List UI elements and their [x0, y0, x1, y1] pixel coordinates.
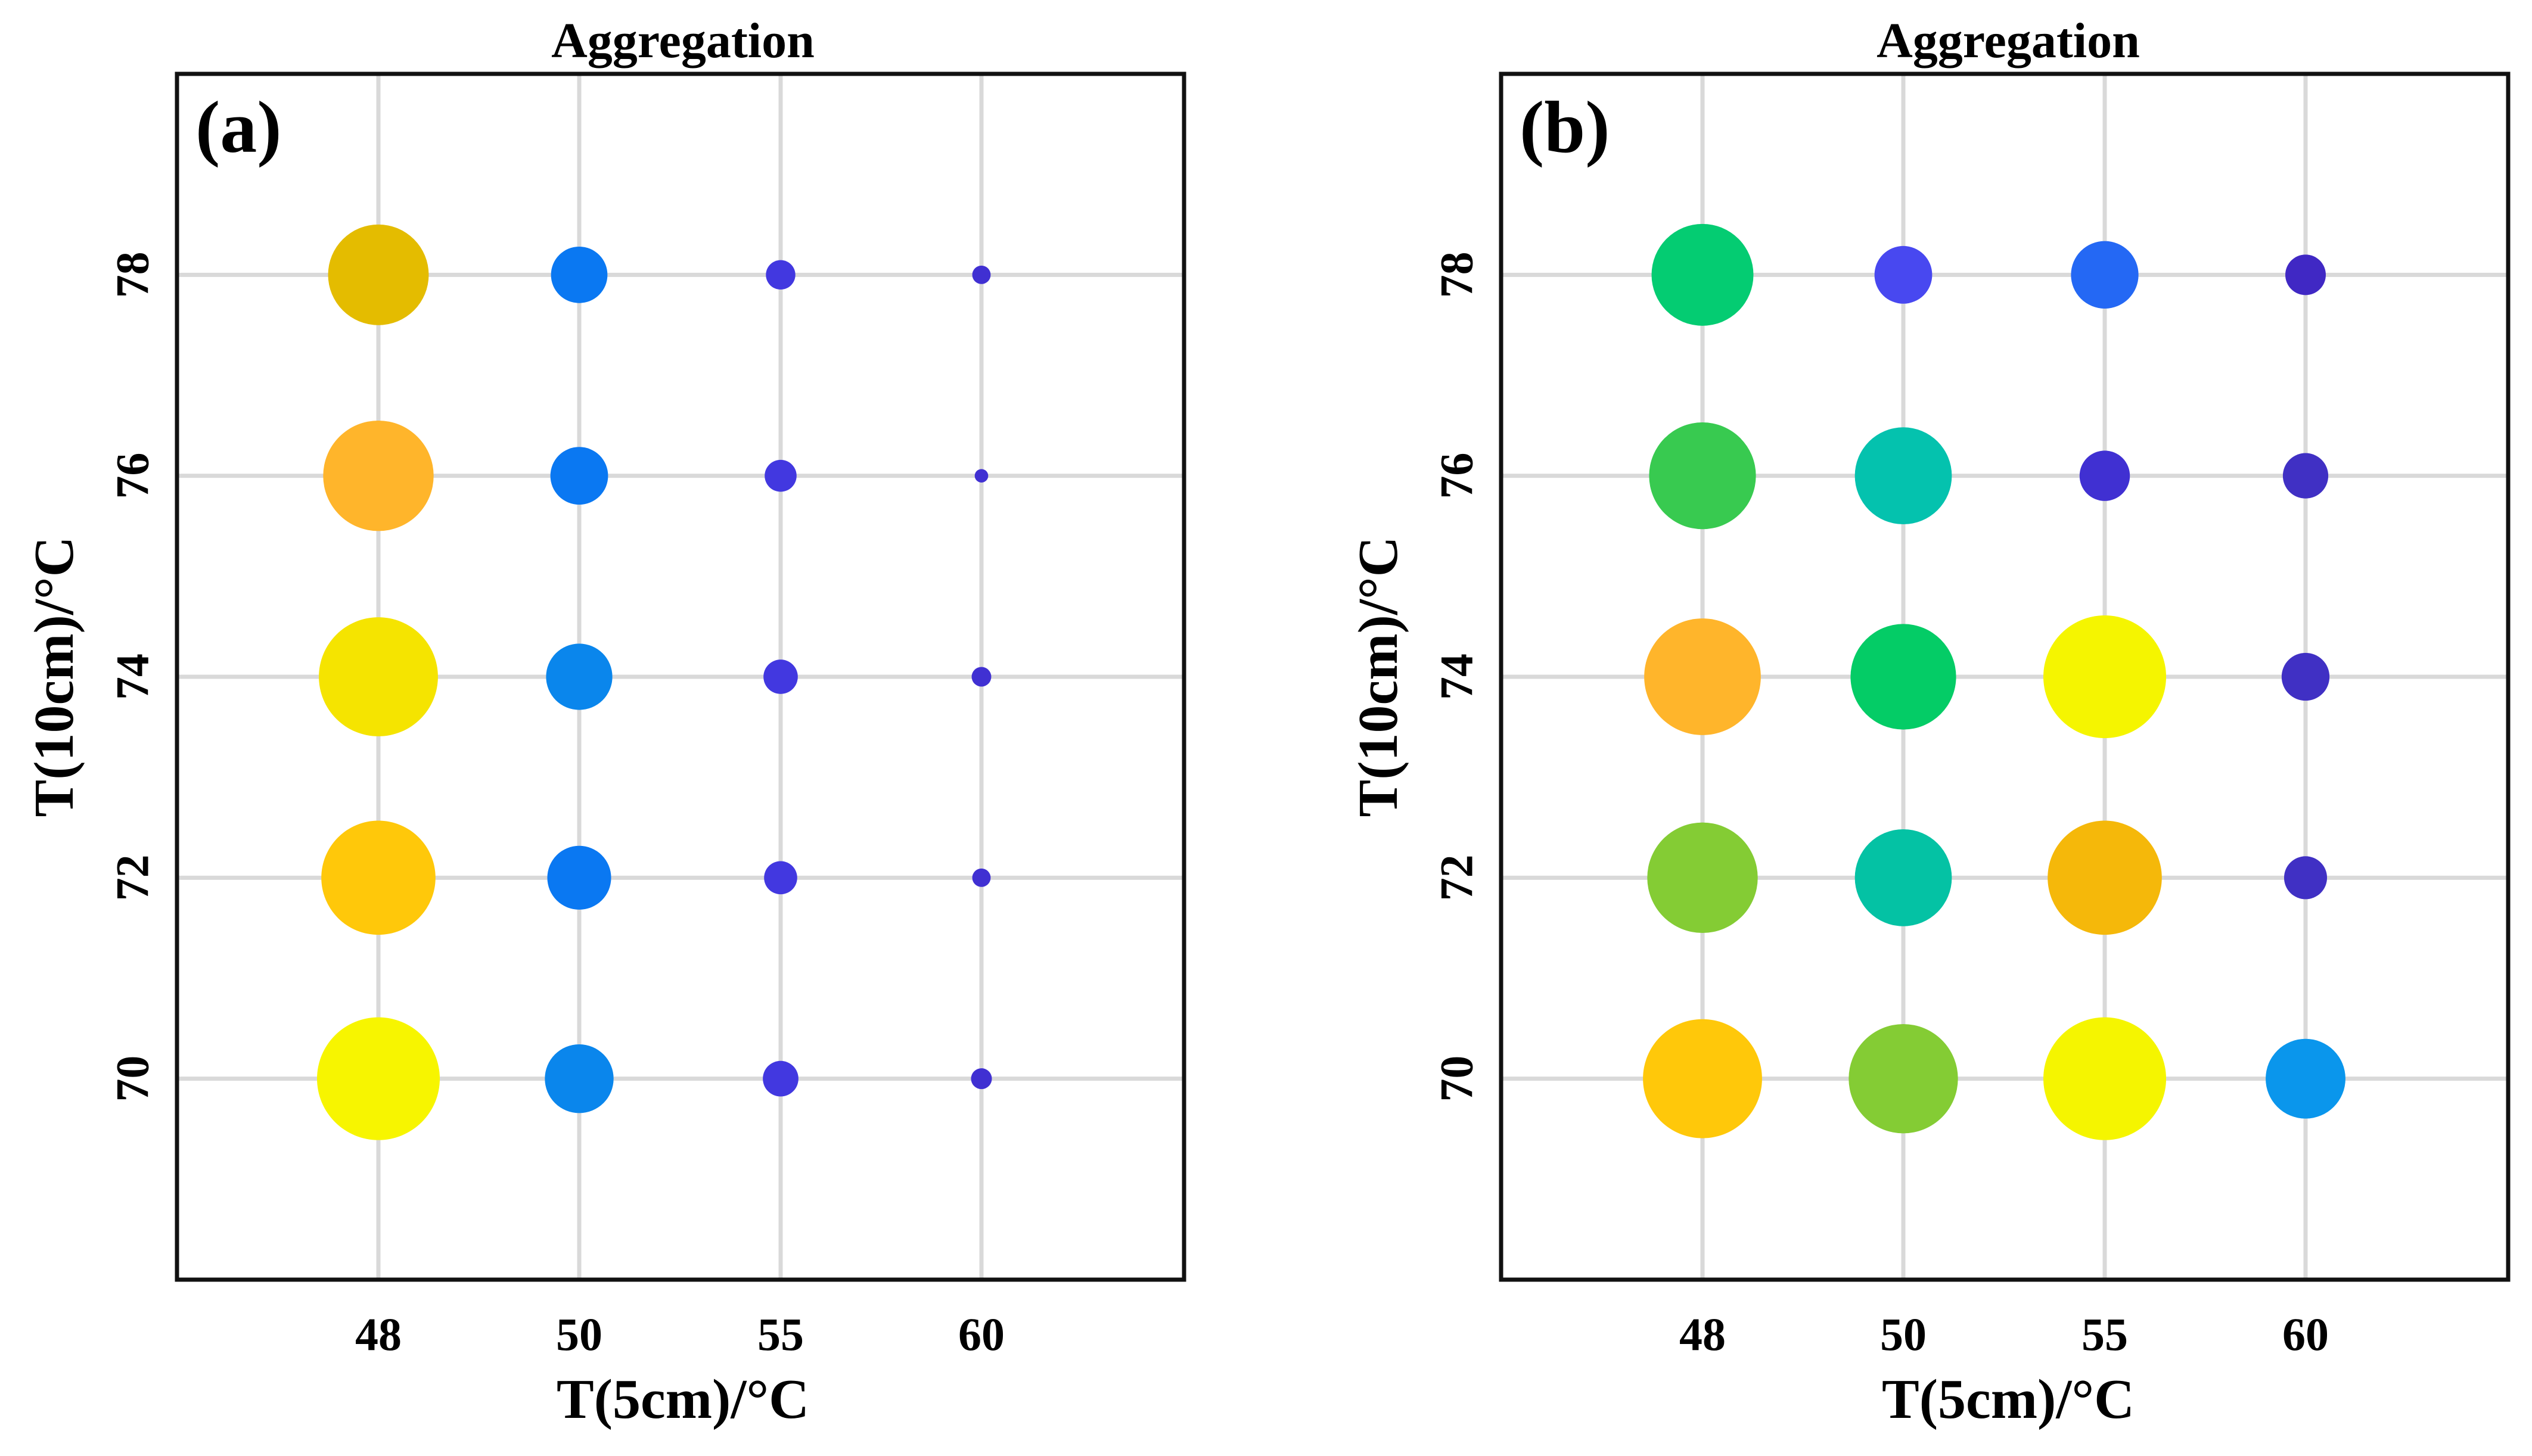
- panel-a-y-tick-70: 70: [107, 1056, 159, 1102]
- panel-b-x-axis-label: T(5cm)/°C: [1882, 1368, 2135, 1430]
- panel-b-bubble-48-70: [1643, 1019, 1762, 1138]
- panel-b-y-tick-78: 78: [1431, 251, 1483, 298]
- panel-b-label: (b): [1520, 86, 1610, 168]
- panel-b-y-axis-label: T(10cm)/°C: [1347, 537, 1409, 817]
- panel-a-bubble-48-72: [321, 820, 436, 935]
- panel-b: Aggregation (b) T(5cm)/°C T(10cm)/°C 48 5…: [1347, 13, 2511, 1430]
- panel-a-bubble-50-76: [550, 447, 608, 505]
- panel-a-y-tick-76: 76: [107, 453, 159, 499]
- panel-b-bubble-60-74: [2281, 652, 2330, 701]
- panel-b-y-tick-72: 72: [1431, 854, 1483, 901]
- panel-a-bubble-60-78: [972, 265, 991, 284]
- panel-b-y-tick-70: 70: [1431, 1056, 1483, 1102]
- panel-b-bubble-60-78: [2285, 254, 2326, 295]
- panel-b-bubble-50-74: [1850, 624, 1956, 730]
- panel-b-bubble-55-74: [2043, 615, 2166, 738]
- panel-b-bubble-50-72: [1854, 829, 1952, 926]
- panel-a-y-tick-72: 72: [107, 854, 159, 901]
- panel-a-bubble-48-70: [317, 1017, 440, 1140]
- panel-a-bubble-48-74: [319, 617, 438, 736]
- panel-a-bubble-60-74: [971, 667, 992, 687]
- panel-b-bubble-60-70: [2266, 1038, 2345, 1119]
- panel-b-bubble-48-78: [1651, 223, 1754, 326]
- panel-a-plot-area: [177, 74, 1184, 1280]
- panel-a-bubble-48-78: [328, 224, 429, 325]
- panel-a-x-tick-60: 60: [958, 1308, 1005, 1360]
- panel-b-y-tick-76: 76: [1431, 453, 1483, 499]
- panel-a-bubble-60-76: [974, 469, 989, 483]
- panel-a-x-tick-48: 48: [355, 1308, 402, 1360]
- panel-a-x-tick-55: 55: [757, 1308, 804, 1360]
- panel-b-bubble-60-76: [2282, 453, 2329, 499]
- panel-b-title: Aggregation: [1877, 13, 2140, 69]
- panel-b-x-tick-50: 50: [1880, 1308, 1927, 1360]
- panel-b-x-tick-48: 48: [1679, 1308, 1726, 1360]
- panel-a-bubble-50-72: [547, 845, 611, 910]
- panel-a-x-tick-50: 50: [556, 1308, 602, 1360]
- panel-a-bubble-55-78: [766, 260, 796, 290]
- panel-a-bubble-55-70: [763, 1060, 799, 1097]
- panel-a-bubble-55-74: [763, 659, 798, 694]
- panel-a-bubble-60-72: [972, 868, 991, 887]
- panel-b-bubble-60-72: [2284, 856, 2328, 900]
- panel-b-bubble-48-74: [1644, 618, 1761, 735]
- panel-b-bubble-50-76: [1854, 427, 1952, 525]
- panel-b-bubble-50-70: [1848, 1023, 1958, 1134]
- panel-b-plot-area: [1501, 74, 2508, 1280]
- panel-a-y-axis-label: T(10cm)/°C: [23, 537, 85, 817]
- panel-a-bubble-55-72: [764, 861, 797, 895]
- panel-a-bubble-48-76: [323, 420, 434, 531]
- panel-a-title: Aggregation: [551, 13, 815, 69]
- panel-a-label: (a): [195, 86, 282, 168]
- panel-b-bubble-55-70: [2043, 1017, 2166, 1140]
- panel-b-bubble-48-76: [1649, 422, 1756, 530]
- panel-a-bubble-60-70: [971, 1068, 992, 1090]
- panel-b-bubble-50-78: [1874, 245, 1933, 304]
- panel-b-bubble-55-76: [2079, 450, 2130, 501]
- panel-a-x-axis-label: T(5cm)/°C: [557, 1368, 809, 1430]
- panel-a-bubble-50-70: [545, 1044, 614, 1113]
- panel-a-bubble-50-78: [551, 246, 608, 303]
- panel-a: Aggregation (a) T(5cm)/°C T(10cm)/°C 48 5…: [23, 13, 1186, 1430]
- panel-b-bubble-55-78: [2071, 241, 2139, 309]
- panel-a-y-tick-78: 78: [107, 251, 159, 298]
- panel-b-bubble-55-72: [2048, 820, 2162, 935]
- panel-a-y-tick-74: 74: [107, 654, 159, 700]
- panel-b-frame: [1499, 71, 2511, 1282]
- panel-a-bubble-50-74: [546, 643, 613, 710]
- panel-b-x-tick-55: 55: [2081, 1308, 2128, 1360]
- panel-a-frame: [175, 71, 1186, 1282]
- panel-b-bubble-48-72: [1647, 822, 1758, 934]
- panel-b-y-tick-74: 74: [1431, 654, 1483, 700]
- panel-b-x-tick-60: 60: [2282, 1308, 2329, 1360]
- panel-a-bubble-55-76: [765, 459, 797, 492]
